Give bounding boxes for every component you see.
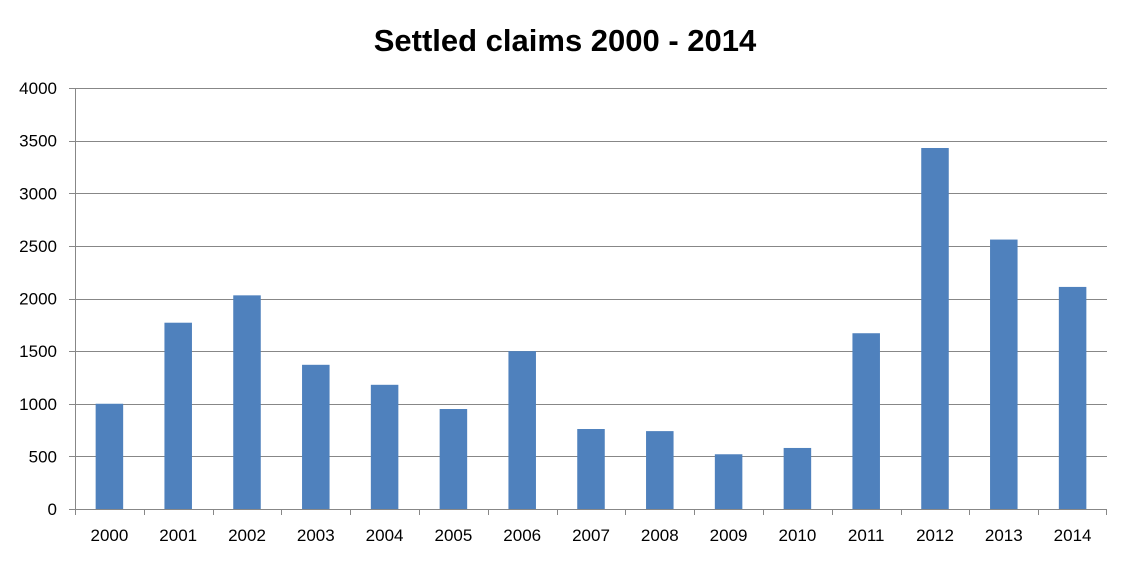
bar-2002 [233,295,261,509]
y-tick-labels: 0 500 1000 1500 2000 2500 3000 3500 4000 [19,79,57,519]
y-tick-label: 3500 [19,132,57,151]
x-tick-label: 2013 [985,526,1023,545]
bar-2014 [1058,286,1087,509]
y-tick-label: 4000 [19,79,57,98]
x-tick-label: 2009 [710,526,748,545]
bar-2012 [921,147,949,509]
x-tick-label: 2000 [90,526,128,545]
x-tick-label: 2010 [778,526,816,545]
bar-2007 [577,429,605,509]
x-tick-label: 2008 [641,526,679,545]
chart-title: Settled claims 2000 - 2014 [374,23,757,58]
gridlines [75,88,1107,457]
x-tick-label: 2012 [916,526,954,545]
x-tick-label: 2006 [503,526,541,545]
x-tick-labels: 2000 2001 2002 2003 2004 2005 2006 2007 2008 2009… [90,526,1091,545]
axes [69,88,1107,515]
bar-2011 [852,333,880,509]
y-tick-label: 0 [48,500,57,519]
x-tick-label: 2003 [297,526,335,545]
x-tick-label: 2005 [434,526,472,545]
y-tick-label: 1500 [19,342,57,361]
x-tick-label: 2007 [572,526,610,545]
bar-2001 [164,322,192,509]
y-tick-label: 500 [29,447,57,466]
bar-2003 [302,364,330,509]
x-tick-label: 2011 [848,526,885,545]
bar-2009 [714,454,743,509]
y-tick-label: 2000 [19,290,57,309]
bar-2000 [95,403,124,509]
x-tick-label: 2004 [366,526,404,545]
bar-2010 [783,447,812,509]
x-tick-label: 2001 [159,526,197,545]
bar-2005 [439,409,468,509]
bar-2013 [990,239,1018,509]
bar-2008 [646,431,674,509]
y-tick-label: 3000 [19,184,57,203]
bar-2006 [508,351,536,509]
bar-2004 [370,384,399,509]
x-tick-label: 2014 [1054,526,1092,545]
y-tick-label: 2500 [19,237,57,256]
y-tick-label: 1000 [19,395,57,414]
x-tick-label: 2002 [228,526,266,545]
bars [95,147,1087,509]
